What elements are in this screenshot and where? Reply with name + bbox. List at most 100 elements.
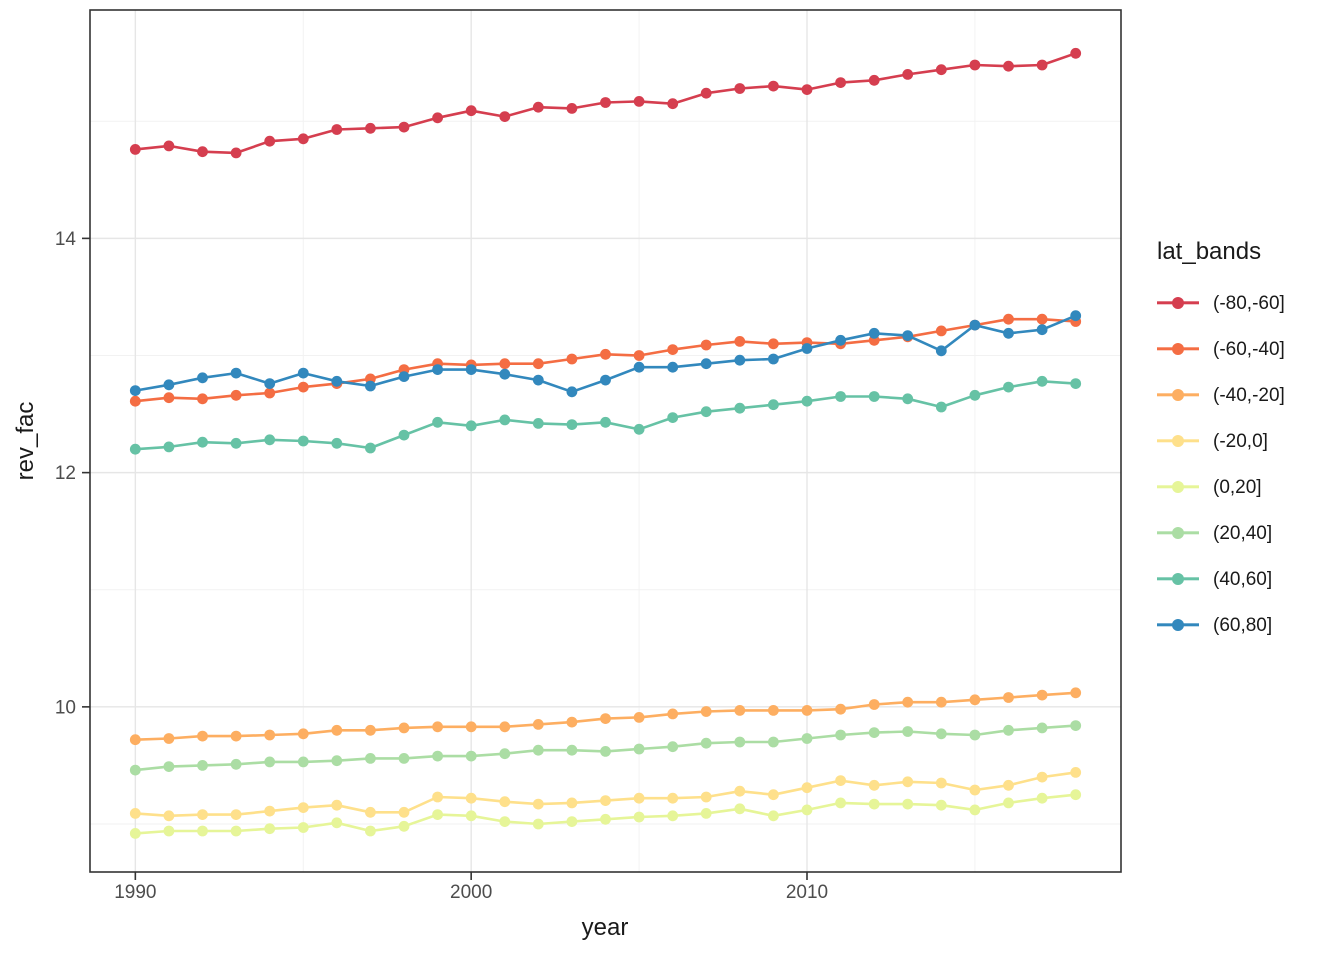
data-point — [532, 374, 544, 386]
data-point — [465, 750, 477, 762]
data-point — [465, 792, 477, 804]
data-point — [801, 343, 813, 354]
y-tick-label: 10 — [55, 697, 76, 718]
data-point — [868, 327, 880, 339]
data-point — [700, 87, 712, 99]
data-point — [532, 818, 544, 830]
data-point — [331, 724, 343, 736]
data-point — [230, 147, 242, 159]
data-point — [230, 389, 242, 401]
data-point — [700, 358, 712, 370]
legend-key-dot — [1172, 343, 1184, 355]
legend-key-icon — [1157, 388, 1199, 402]
data-point — [868, 699, 880, 710]
data-point — [868, 727, 880, 738]
data-point — [1036, 324, 1048, 336]
data-point — [600, 795, 611, 806]
data-point — [197, 393, 208, 405]
data-point — [264, 729, 276, 741]
data-point — [532, 798, 544, 810]
data-point — [969, 804, 981, 816]
data-point — [297, 756, 309, 768]
legend-label: (-60,-40] — [1213, 338, 1285, 360]
data-point — [230, 730, 242, 742]
data-point — [1070, 310, 1082, 322]
data-point — [499, 748, 511, 760]
data-point — [163, 761, 175, 772]
data-point — [566, 419, 578, 430]
data-point — [667, 98, 679, 110]
panel-border — [89, 9, 1122, 873]
data-point — [734, 705, 746, 716]
legend-item: (40,60] — [1157, 556, 1285, 602]
data-point — [566, 816, 578, 827]
data-point — [398, 429, 410, 441]
data-point — [734, 336, 746, 347]
x-tick-label: 1990 — [114, 882, 156, 903]
data-point — [700, 406, 712, 418]
data-point — [129, 144, 141, 155]
data-point — [230, 367, 242, 379]
data-point — [566, 103, 578, 114]
data-point — [432, 364, 443, 375]
data-point — [297, 367, 309, 379]
data-point — [667, 412, 679, 423]
data-point — [734, 83, 746, 94]
data-point — [633, 96, 645, 107]
legend-item: (-80,-60] — [1157, 280, 1285, 326]
data-point — [331, 124, 343, 135]
y-axis-title: rev_fac — [12, 401, 39, 481]
legend-key-icon — [1157, 342, 1199, 356]
data-point — [197, 372, 208, 384]
data-point — [1003, 779, 1014, 791]
data-point — [1036, 771, 1048, 783]
data-point — [163, 140, 175, 152]
data-point — [768, 810, 779, 822]
data-point — [1070, 789, 1082, 801]
data-point — [902, 330, 914, 341]
legend-item: (-40,-20] — [1157, 372, 1285, 418]
data-point — [129, 764, 141, 776]
data-point — [734, 785, 746, 797]
data-point — [230, 825, 242, 837]
legend-label: (-20,0] — [1213, 430, 1268, 452]
data-point — [365, 806, 376, 818]
data-point — [1036, 59, 1048, 71]
legend-key-icon — [1157, 526, 1199, 540]
data-point — [768, 338, 779, 350]
legend-key-icon — [1157, 572, 1199, 586]
legend-key-icon — [1157, 618, 1199, 632]
data-point — [1003, 327, 1014, 339]
data-point — [1003, 60, 1014, 72]
panel-background — [90, 10, 1121, 872]
data-point — [398, 722, 410, 734]
data-point — [633, 792, 645, 804]
data-point — [935, 64, 947, 76]
data-point — [835, 703, 846, 715]
data-point — [129, 395, 141, 407]
legend-item: (-20,0] — [1157, 418, 1285, 464]
data-point — [935, 777, 947, 789]
data-point — [163, 441, 175, 453]
data-point — [734, 803, 746, 815]
data-point — [264, 823, 276, 835]
data-point — [1070, 687, 1082, 699]
data-point — [835, 729, 846, 741]
data-point — [801, 804, 813, 816]
data-point — [297, 381, 309, 393]
data-point — [499, 796, 511, 808]
data-point — [331, 817, 343, 829]
data-point — [398, 753, 410, 764]
data-point — [801, 733, 813, 744]
data-point — [197, 436, 208, 448]
data-point — [230, 758, 242, 770]
legend-key-icon — [1157, 480, 1199, 494]
data-point — [667, 810, 679, 822]
legend-item: (-60,-40] — [1157, 326, 1285, 372]
data-point — [432, 809, 443, 820]
data-point — [969, 784, 981, 796]
data-point — [331, 375, 343, 387]
data-point — [432, 750, 443, 762]
x-tick-label: 2010 — [786, 882, 828, 903]
